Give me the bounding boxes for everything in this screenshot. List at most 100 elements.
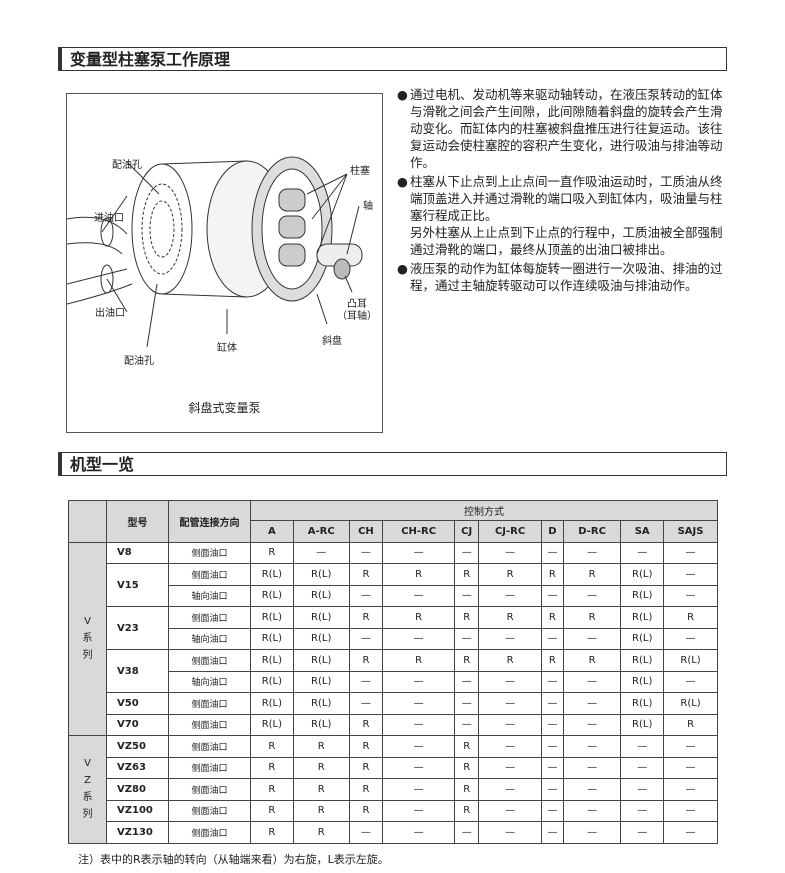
value-cell: — <box>348 692 384 715</box>
model-cell: V38 <box>106 649 169 693</box>
paragraph-text: 通过电机、发动机等来驱动轴转动，在液压泵转动的缸体与滑靴之间会产生间隙，此间隙随… <box>410 87 723 170</box>
table-row: VZ63 侧面油口 R R R — R — — — — — <box>69 756 718 779</box>
value-cell: R <box>382 606 456 629</box>
table-row: V15 侧面油口 R(L) R(L) R R R R R R R(L) — <box>69 563 718 607</box>
value-cell: — <box>348 584 384 607</box>
description-paragraph: ● 柱塞从下止点到上止点间一直作吸油运动时，工质油从终端顶盖进入并通过滑靴的端口吸… <box>397 173 729 258</box>
table-row: VZ130 侧面油口 R R — — — — — — — — <box>69 821 718 844</box>
value-cell: — <box>562 627 622 650</box>
value-cell: R(L) <box>292 670 350 693</box>
value-cell: — <box>562 670 622 693</box>
value-cell: — <box>478 627 542 650</box>
value-cell: R(L) <box>250 649 294 672</box>
value-cell: R <box>348 563 384 586</box>
table-row: VZ80 侧面油口 R R R — R — — — — — <box>69 778 718 801</box>
value-cell: R(L) <box>620 670 665 693</box>
value-cell: R(L) <box>292 713 350 736</box>
value-cell: — <box>382 756 456 779</box>
value-cell: — <box>562 778 622 801</box>
direction-cell: 侧面油口 <box>168 735 251 758</box>
value-cell: — <box>562 541 622 564</box>
table-note: 注）表中的R表示轴的转向（从轴端来看）为右旋，L表示左旋。 <box>78 853 389 866</box>
value-cell: — <box>663 563 718 586</box>
value-cell: R <box>348 649 384 672</box>
value-cell: R <box>663 713 718 736</box>
value-cell: — <box>382 799 456 822</box>
value-cell: R(L) <box>292 606 350 629</box>
value-cell: R(L) <box>250 563 294 586</box>
value-cell: R <box>663 606 718 629</box>
value-cell: R(L) <box>250 692 294 715</box>
value-cell: R <box>348 756 384 779</box>
value-cell: — <box>663 799 718 822</box>
value-cell: R <box>540 649 564 672</box>
value-cell: R(L) <box>620 713 665 736</box>
value-cell: — <box>382 821 456 844</box>
control-column-header: SA <box>620 520 665 543</box>
value-cell: R <box>348 799 384 822</box>
control-column-header: D-RC <box>562 520 622 543</box>
value-cell: — <box>478 670 542 693</box>
value-cell: R(L) <box>620 692 665 715</box>
value-cell: — <box>454 713 480 736</box>
model-cell: VZ100 <box>106 799 169 822</box>
value-cell: — <box>382 670 456 693</box>
value-cell: — <box>540 735 564 758</box>
value-cell: R <box>348 713 384 736</box>
model-table: 型号 配管连接方向 控制方式 A A-RC CH CH-RC CJ CJ-RC D D-RC S… <box>68 500 718 844</box>
value-cell: — <box>348 541 384 564</box>
value-cell: R(L) <box>292 649 350 672</box>
value-cell: R <box>562 649 622 672</box>
model-cell: VZ130 <box>106 821 169 844</box>
value-cell: R <box>292 821 350 844</box>
value-cell: — <box>382 713 456 736</box>
value-cell: R(L) <box>250 606 294 629</box>
direction-header: 配管连接方向 <box>168 500 251 543</box>
value-cell: — <box>663 670 718 693</box>
description-paragraph: ● 液压泵的动作为缸体每旋转一圈进行一次吸油、排油的过程，通过主轴旋转驱动可以作连… <box>397 260 729 294</box>
model-cell: VZ50 <box>106 735 169 758</box>
value-cell: — <box>478 735 542 758</box>
value-cell: — <box>540 692 564 715</box>
model-cell: V8 <box>106 541 169 564</box>
value-cell: — <box>478 584 542 607</box>
value-cell: R <box>454 649 480 672</box>
value-cell: R <box>292 799 350 822</box>
value-cell: — <box>620 735 665 758</box>
value-cell: R(L) <box>250 713 294 736</box>
table-row: 轴向油口 R(L) R(L) — — — — — — R(L) — <box>69 627 718 650</box>
direction-cell: 侧面油口 <box>168 563 251 586</box>
label-port-bottom: 配油孔 <box>124 356 154 367</box>
value-cell: — <box>478 541 542 564</box>
value-cell: — <box>663 821 718 844</box>
value-cell: — <box>478 799 542 822</box>
value-cell: — <box>348 670 384 693</box>
model-cell: VZ63 <box>106 756 169 779</box>
value-cell: R(L) <box>250 627 294 650</box>
direction-cell: 轴向油口 <box>168 627 251 650</box>
value-cell: R <box>454 606 480 629</box>
value-cell: — <box>663 627 718 650</box>
value-cell: R <box>540 563 564 586</box>
value-cell: — <box>348 627 384 650</box>
value-cell: — <box>620 541 665 564</box>
value-cell: — <box>454 821 480 844</box>
series-cell: V 系 列 <box>68 541 107 736</box>
value-cell: R(L) <box>292 584 350 607</box>
model-cell: V50 <box>106 692 169 715</box>
table-row: V50 侧面油口 R(L) R(L) — — — — — — R(L) R(L) <box>69 692 718 715</box>
series-cell: V Z 系 列 <box>68 735 107 844</box>
direction-cell: 轴向油口 <box>168 584 251 607</box>
value-cell: R <box>348 778 384 801</box>
value-cell: — <box>382 778 456 801</box>
label-inlet: 进油口 <box>94 213 124 224</box>
value-cell: — <box>540 778 564 801</box>
value-cell: R <box>348 606 384 629</box>
table-row: V Z 系 列 VZ50 侧面油口 R R R — R — — — — — <box>68 735 718 844</box>
value-cell: — <box>663 735 718 758</box>
direction-cell: 侧面油口 <box>168 713 251 736</box>
direction-cell: 侧面油口 <box>168 821 251 844</box>
label-plunger: 柱塞 <box>350 166 370 177</box>
table-row: V 系 列 V8 侧面油口 R — — — — — — — — — <box>68 541 718 736</box>
value-cell: — <box>454 627 480 650</box>
